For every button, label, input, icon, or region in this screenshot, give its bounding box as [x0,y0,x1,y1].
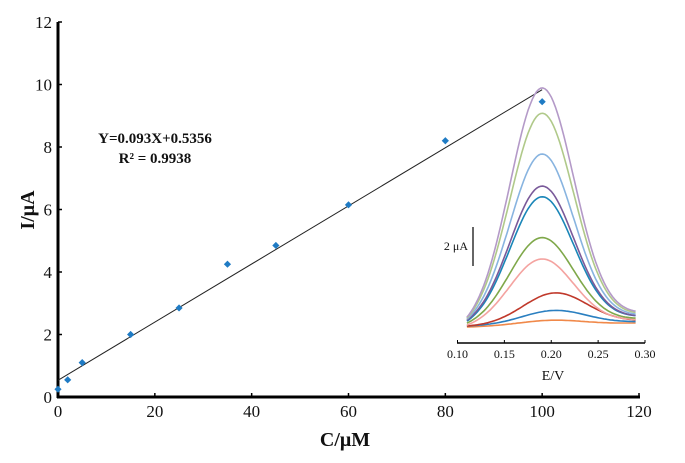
y-tick-label: 0 [44,388,53,407]
data-point [127,330,135,339]
data-point [272,241,280,250]
regression-line [57,89,543,381]
y-tick-label: 10 [35,76,52,95]
voltammogram-curve [466,319,636,328]
x-tick-label: 20 [146,402,163,421]
y-ticks: 0 2 4 6 8 10 12 [35,13,62,407]
data-point [64,376,72,384]
inset-curves [466,87,636,328]
inset-tick-label: 0.30 [635,347,656,361]
y-tick-label: 12 [35,13,52,32]
y-tick-label: 8 [44,138,53,157]
voltammogram-curve [466,87,636,318]
regression-equation: Y=0.093X+0.5356 [98,131,212,147]
inset-x-axis-label: E/V [542,369,565,384]
x-ticks: 0 20 40 60 80 100 120 [54,393,652,421]
inset-tick-label: 0.15 [494,347,515,361]
voltammogram-curve [466,236,636,324]
r-squared-label: R² = 0.9938 [119,151,192,167]
data-point [175,304,183,312]
y-tick-label: 2 [44,326,53,345]
x-tick-label: 80 [437,402,454,421]
y-tick-label: 6 [44,201,53,220]
data-point [54,385,62,393]
x-tick-label: 120 [626,402,652,421]
inset-x-ticks: 0.10 0.15 0.20 0.25 0.30 [447,340,656,361]
voltammogram-curve [466,153,636,320]
voltammogram-curve [466,309,636,327]
inset-tick-label: 0.10 [447,347,468,361]
inset-tick-label: 0.20 [541,347,562,361]
x-tick-label: 40 [243,402,260,421]
voltammogram-curve [466,258,636,326]
data-point [441,137,449,145]
x-tick-label: 0 [54,402,63,421]
main-axes [56,22,640,399]
data-points [54,98,546,393]
data-point [78,359,86,367]
x-axis-label: C/μM [320,429,370,451]
data-point [538,98,546,106]
x-tick-label: 60 [340,402,357,421]
data-point [344,201,353,209]
inset-tick-label: 0.25 [588,347,609,361]
inset-voltammogram: 0.10 0.15 0.20 0.25 0.30 E/V 2 μA [444,87,656,384]
voltammogram-curve [466,185,636,321]
data-point [223,260,232,268]
y-tick-label: 4 [44,263,53,282]
y-axis-label: I/μA [17,190,39,230]
scale-bar-label: 2 μA [444,239,468,253]
x-tick-label: 100 [529,402,555,421]
voltammogram-curve [466,112,636,319]
voltammogram-curve [466,195,636,322]
